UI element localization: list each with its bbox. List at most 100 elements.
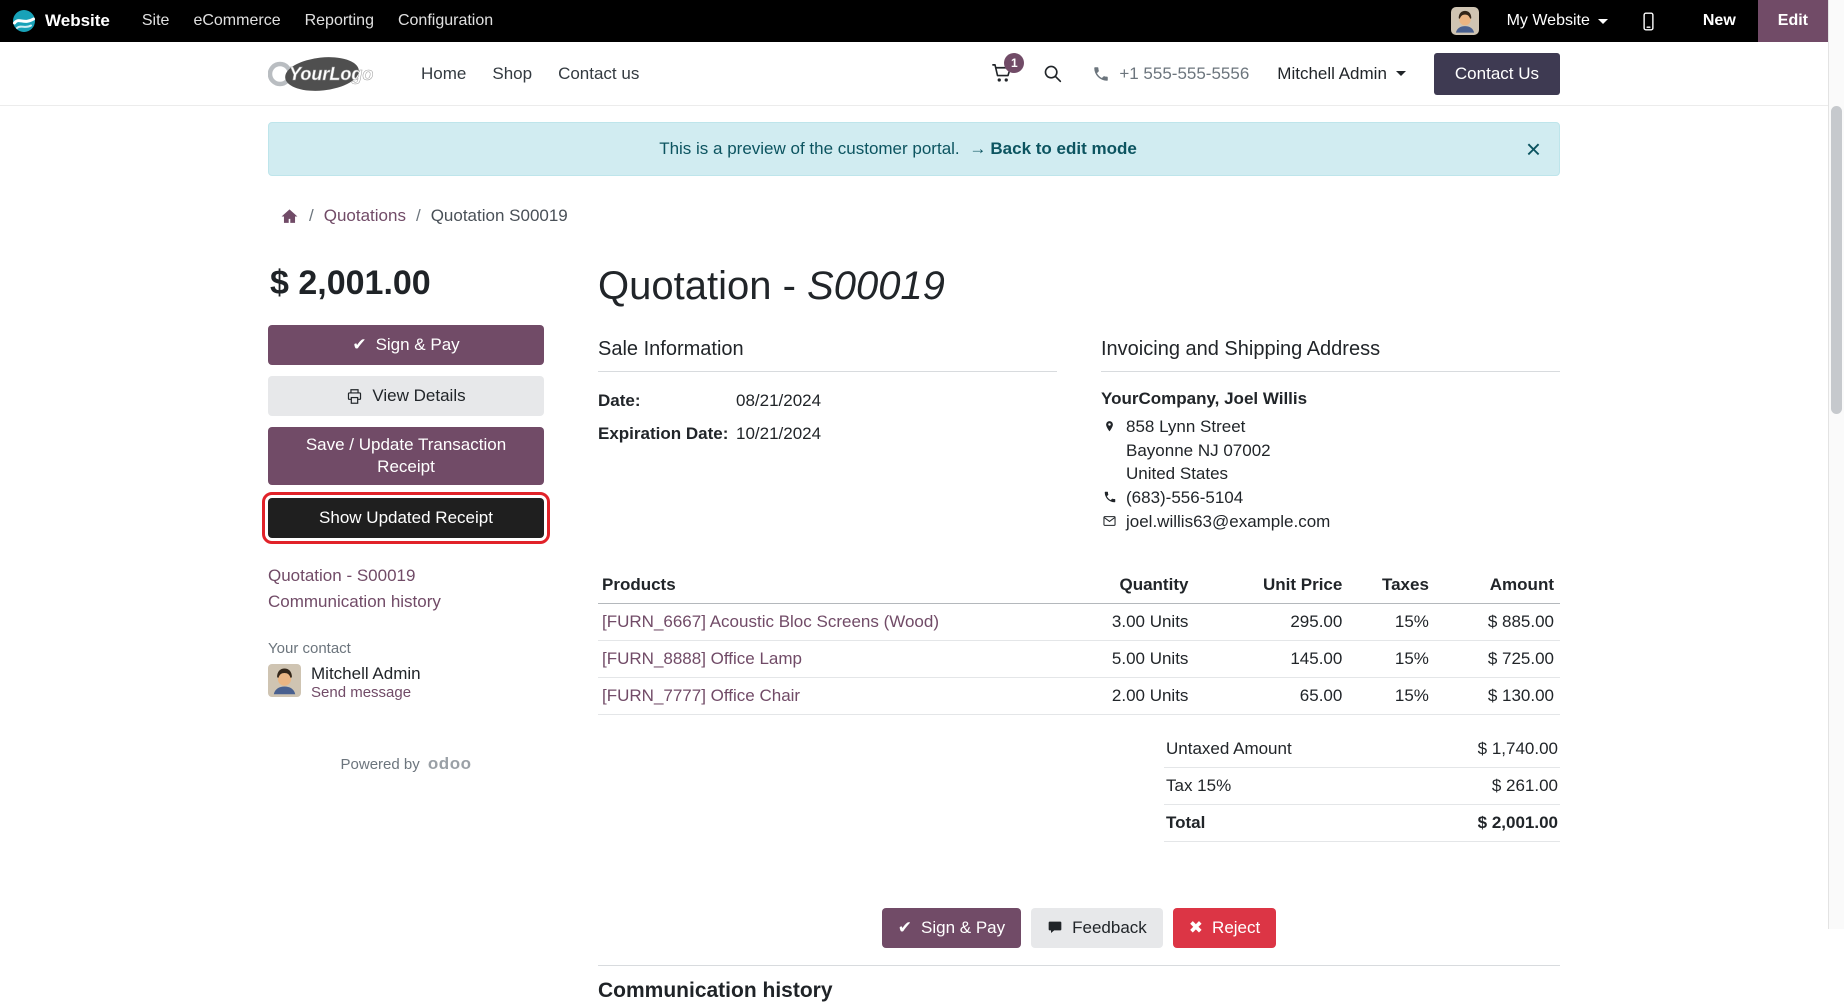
edit-button[interactable]: Edit [1757, 0, 1828, 42]
website-app-icon [12, 9, 36, 33]
total-amount: $ 2,001.00 [270, 264, 431, 302]
product-taxes: 15% [1348, 603, 1435, 641]
cart-badge: 1 [1004, 53, 1025, 73]
contact-avatar [268, 664, 301, 698]
sign-pay-label: Sign & Pay [375, 335, 460, 354]
portal-page: This is a preview of the customer portal… [262, 122, 1560, 1003]
breadcrumb-home[interactable] [280, 207, 299, 226]
logo-text: YourLogo [289, 64, 373, 84]
chat-icon [1047, 920, 1063, 936]
mobile-preview-icon[interactable] [1638, 11, 1659, 32]
site-logo[interactable]: YourLogo [268, 51, 392, 97]
product-row: [FURN_7777] Office Chair 2.00 Units 65.0… [598, 677, 1560, 715]
untaxed-amount-value: $ 1,740.00 [1477, 738, 1558, 758]
contact-name: Mitchell Admin [311, 664, 421, 684]
address-city-line: Bayonne NJ 07002 [1101, 440, 1560, 462]
breadcrumb-current: Quotation S00019 [430, 206, 568, 225]
address-email-line: joel.willis63@example.com [1101, 511, 1560, 533]
send-message-link[interactable]: Send message [311, 684, 412, 702]
breadcrumb-separator: / [309, 206, 314, 225]
sign-pay-button-bottom[interactable]: ✔ Sign & Pay [881, 907, 1022, 948]
sale-info-heading: Sale Information [598, 338, 1057, 372]
date-label: Date: [598, 391, 641, 410]
header-quantity: Quantity [1069, 566, 1195, 604]
communication-section: Communication history [598, 964, 1560, 1003]
product-link[interactable]: [FURN_6667] Acoustic Bloc Screens (Wood) [602, 611, 939, 631]
communication-history-link[interactable]: Communication history [268, 592, 441, 612]
product-quantity: 3.00 Units [1069, 603, 1195, 641]
product-row: [FURN_6667] Acoustic Bloc Screens (Wood)… [598, 603, 1560, 641]
address-heading: Invoicing and Shipping Address [1101, 338, 1560, 372]
title-prefix: Quotation - [598, 264, 808, 308]
product-row: [FURN_8888] Office Lamp 5.00 Units 145.0… [598, 640, 1560, 678]
back-to-edit-label: Back to edit mode [990, 139, 1137, 158]
product-link[interactable]: [FURN_7777] Office Chair [602, 685, 801, 705]
search-icon [1042, 63, 1064, 85]
product-unit-price: 145.00 [1194, 640, 1349, 678]
website-switcher[interactable]: My Website [1507, 12, 1608, 30]
breadcrumb-quotations[interactable]: Quotations [323, 206, 406, 225]
topbar-menu-configuration[interactable]: Configuration [397, 12, 494, 29]
site-header: YourLogo Home Shop Contact us [0, 42, 1828, 106]
quotation-link[interactable]: Quotation - S00019 [268, 566, 416, 586]
quotation-actions: ✔ Sign & Pay Feedback ✖ Reject [598, 907, 1560, 948]
address-name: YourCompany, Joel Willis [1101, 389, 1308, 408]
product-unit-price: 295.00 [1194, 603, 1349, 641]
home-icon [280, 207, 299, 226]
tax-label: Tax 15% [1166, 775, 1232, 795]
user-menu[interactable]: Mitchell Admin [1277, 64, 1406, 84]
nav-home[interactable]: Home [421, 63, 467, 83]
website-app-menu[interactable]: Website [12, 9, 110, 33]
products-table: Products Quantity Unit Price Taxes Amoun… [598, 566, 1560, 715]
address-phone[interactable]: (683)-556-5104 [1126, 488, 1244, 507]
address-phone-line: (683)-556-5104 [1101, 487, 1560, 509]
expiration-label: Expiration Date: [598, 424, 729, 443]
your-contact-label: Your contact [268, 640, 351, 658]
address-section: Invoicing and Shipping Address YourCompa… [1101, 338, 1560, 533]
contact-us-button[interactable]: Contact Us [1433, 52, 1560, 95]
arrow-right-icon: → [969, 139, 987, 158]
quotation-content: Quotation - S00019 Sale Information Date… [598, 264, 1560, 1003]
product-link[interactable]: [FURN_8888] Office Lamp [602, 648, 802, 668]
product-quantity: 2.00 Units [1069, 677, 1195, 715]
phone-icon [1101, 487, 1118, 504]
reject-button[interactable]: ✖ Reject [1172, 907, 1277, 948]
topbar-menu-ecommerce[interactable]: eCommerce [193, 12, 281, 29]
powered-by-label: Powered by [340, 756, 420, 774]
expiration-row: Expiration Date: 10/21/2024 [598, 424, 1057, 444]
search-button[interactable] [1042, 63, 1064, 85]
scrollbar[interactable] [1828, 0, 1844, 929]
reject-label: Reject [1212, 917, 1261, 937]
header-phone-link[interactable]: +1 555-555-5556 [1092, 64, 1249, 84]
header-taxes: Taxes [1348, 566, 1435, 604]
odoo-topbar: Website Site eCommerce Reporting Configu… [0, 0, 1828, 42]
sign-pay-button[interactable]: ✔ Sign & Pay [268, 325, 544, 366]
show-updated-receipt-button[interactable]: Show Updated Receipt [262, 492, 550, 545]
scrollbar-thumb[interactable] [1831, 106, 1842, 414]
save-update-receipt-button[interactable]: Save / Update Transaction Receipt [268, 427, 544, 486]
user-avatar[interactable] [1450, 7, 1479, 35]
cart-button[interactable]: 1 [991, 53, 1025, 85]
nav-shop[interactable]: Shop [492, 63, 533, 83]
address-street: 858 Lynn Street [1126, 416, 1246, 436]
nav-contact-us[interactable]: Contact us [558, 63, 640, 83]
view-details-button[interactable]: View Details [268, 376, 544, 417]
feedback-button[interactable]: Feedback [1031, 907, 1163, 948]
topbar-menu-site[interactable]: Site [141, 12, 170, 29]
header-products: Products [598, 566, 1070, 604]
website-switcher-label: My Website [1506, 12, 1590, 29]
untaxed-amount-label: Untaxed Amount [1166, 738, 1292, 758]
topbar-menu-reporting[interactable]: Reporting [304, 12, 374, 29]
header-right: 1 +1 555-555- [991, 52, 1560, 95]
untaxed-amount-row: Untaxed Amount $ 1,740.00 [1164, 731, 1560, 768]
close-icon[interactable]: × [1525, 134, 1541, 164]
back-to-edit-link[interactable]: → Back to edit mode [969, 139, 1136, 158]
address-email[interactable]: joel.willis63@example.com [1126, 511, 1331, 531]
new-button[interactable]: New [1702, 12, 1736, 29]
page-title: Quotation - S00019 [598, 264, 1560, 308]
odoo-logo[interactable]: odoo [427, 754, 472, 774]
date-value: 08/21/2024 [736, 391, 822, 410]
product-amount: $ 130.00 [1434, 677, 1560, 715]
caret-down-icon [1395, 71, 1406, 76]
